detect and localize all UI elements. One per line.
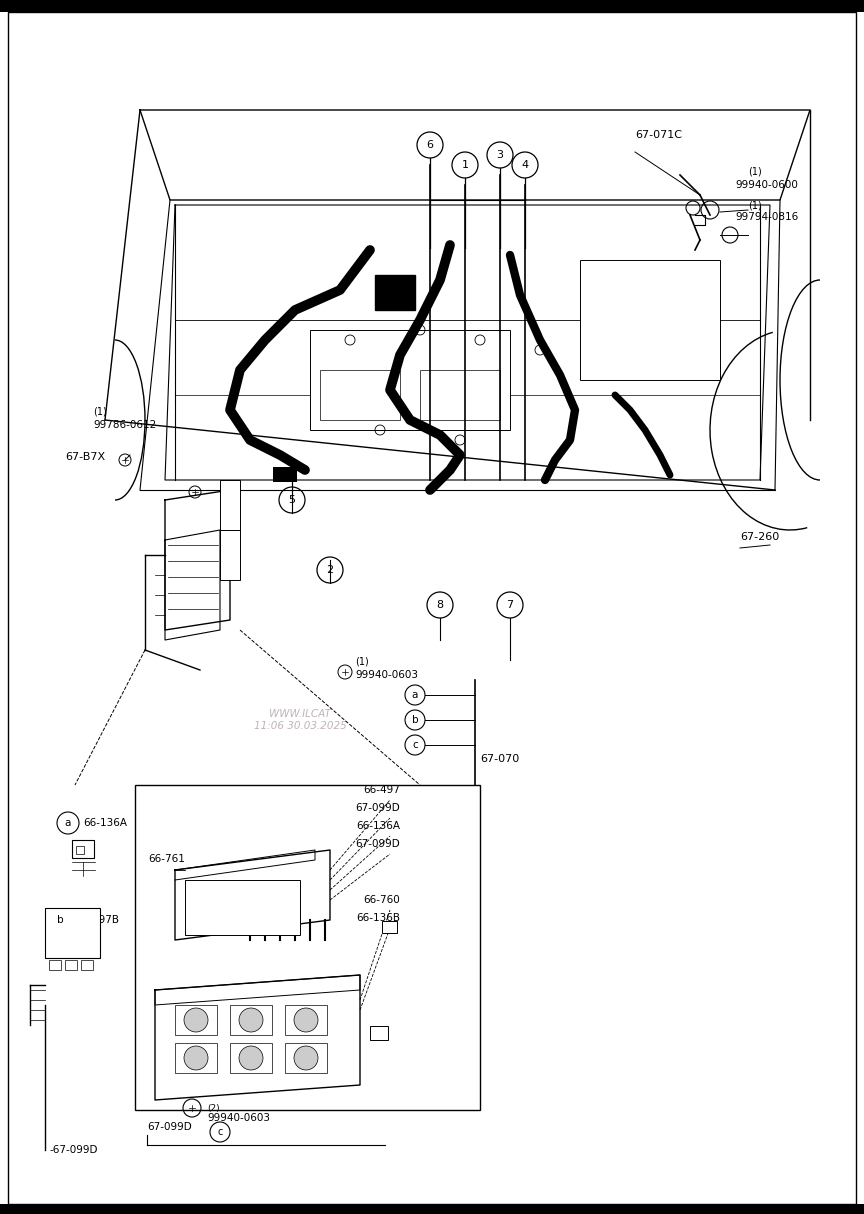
Bar	[175, 1005, 217, 1036]
Text: 67-071C: 67-071C	[635, 130, 682, 140]
Bar	[72, 840, 94, 858]
Text: 67-B7X: 67-B7X	[65, 452, 105, 463]
Circle shape	[184, 1008, 208, 1032]
Bar	[310, 330, 510, 430]
Text: 67-099D: 67-099D	[147, 1122, 192, 1131]
Circle shape	[294, 1046, 318, 1070]
Text: -67-099D: -67-099D	[50, 1145, 98, 1155]
Text: 67-070: 67-070	[480, 754, 519, 764]
Bar	[320, 370, 400, 420]
Text: 67-099D: 67-099D	[355, 802, 400, 813]
Circle shape	[239, 1046, 263, 1070]
Text: 5: 5	[289, 495, 295, 505]
Text: 1: 1	[461, 160, 468, 170]
Text: a: a	[412, 690, 418, 700]
Text: (1): (1)	[748, 200, 762, 210]
Bar	[81, 960, 93, 970]
Bar	[0, 0, 864, 12]
Text: c: c	[218, 1127, 223, 1138]
Text: 66-497: 66-497	[363, 785, 400, 795]
Text: (1): (1)	[355, 657, 369, 666]
Text: 4: 4	[522, 160, 529, 170]
Text: 8: 8	[436, 600, 443, 609]
Text: (2): (2)	[207, 1104, 219, 1112]
Text: 66-136A: 66-136A	[356, 821, 400, 832]
Text: 6: 6	[427, 140, 434, 151]
Bar	[420, 370, 500, 420]
Text: 99794-0816: 99794-0816	[735, 212, 798, 222]
Text: 66-761: 66-761	[148, 853, 185, 864]
Circle shape	[184, 1046, 208, 1070]
Text: 99940-0600: 99940-0600	[735, 180, 797, 191]
Text: 67-099D: 67-099D	[355, 839, 400, 849]
Text: 99940-0603: 99940-0603	[355, 670, 418, 680]
Bar	[76, 846, 84, 853]
Circle shape	[239, 1008, 263, 1032]
Bar	[65, 960, 77, 970]
Text: 99786-0612: 99786-0612	[93, 420, 156, 430]
Bar	[580, 260, 720, 380]
Bar	[220, 480, 240, 531]
Bar	[285, 1043, 327, 1073]
Bar	[175, 1043, 217, 1073]
Text: 3: 3	[497, 151, 504, 160]
Text: c: c	[412, 741, 418, 750]
Text: 66-136A: 66-136A	[83, 818, 127, 828]
Bar	[375, 276, 415, 310]
Text: WWW.ILCAT
11:06 30.03.2025: WWW.ILCAT 11:06 30.03.2025	[254, 709, 346, 731]
Bar	[285, 1005, 327, 1036]
Circle shape	[294, 1008, 318, 1032]
Bar	[370, 1026, 388, 1040]
Text: b: b	[411, 715, 418, 725]
Text: 66-760: 66-760	[363, 895, 400, 904]
Text: 7: 7	[506, 600, 513, 609]
Bar	[135, 785, 480, 1110]
Text: a: a	[65, 818, 71, 828]
Bar	[185, 880, 300, 935]
Bar	[45, 908, 100, 958]
Bar	[382, 921, 397, 934]
Text: (1): (1)	[748, 168, 762, 177]
Bar	[220, 531, 240, 580]
Bar	[273, 467, 297, 482]
Bar	[230, 1043, 272, 1073]
Text: 67-260: 67-260	[740, 532, 779, 541]
Text: b: b	[57, 915, 63, 925]
Bar	[49, 960, 61, 970]
Text: 99940-0603: 99940-0603	[207, 1113, 270, 1123]
Text: 66-497B: 66-497B	[75, 915, 119, 925]
Text: 66-136B: 66-136B	[356, 913, 400, 923]
Text: 2: 2	[327, 565, 334, 575]
Text: (1): (1)	[93, 407, 107, 416]
Bar	[230, 1005, 272, 1036]
Bar	[0, 1204, 864, 1214]
